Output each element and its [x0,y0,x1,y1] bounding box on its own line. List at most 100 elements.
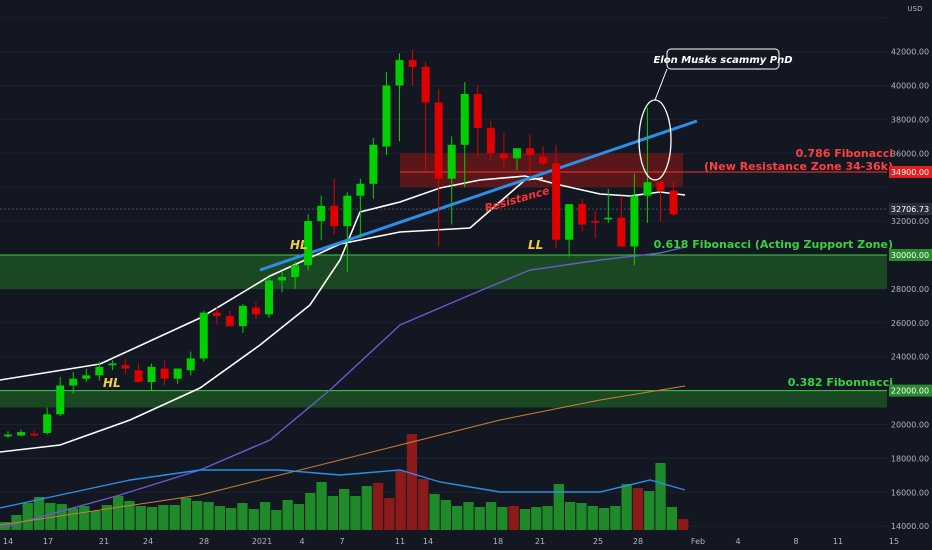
volume-bar [214,506,225,530]
volume-bar [259,502,271,530]
candle-body [43,414,52,433]
candle-body [460,93,469,145]
callout-box [666,48,780,70]
volume-bar [576,503,587,530]
volume-bar [666,507,677,530]
candle-body [656,182,665,191]
volume-bar [418,479,429,530]
candle-body [552,163,561,240]
candle-body [499,153,508,159]
volume-bar [67,508,79,530]
volume-bar [372,483,384,530]
volume-bar [429,494,440,530]
candle-body [643,182,652,196]
volume-bar [101,505,112,530]
hl-label-1: HL [103,376,121,390]
candle-body [291,265,300,278]
candle-body [225,316,234,327]
volume-bar [452,506,463,530]
volume-bar [587,506,598,530]
fib382-label: 0.382 Fibonnacci [788,376,893,389]
ma-purple-line [0,246,686,529]
price-label: 24000.00 [891,353,929,362]
currency-label: USD [908,5,923,13]
time-axis: 14 17 21 24 28 2021 4 7 11 14 18 21 25 28 Feb 4 8 11 15 [3,537,899,546]
candle-body [121,365,130,369]
volume-bar [553,484,564,530]
candle-body [382,85,391,147]
volume-bar [237,503,248,530]
volume-bar [632,488,644,530]
candle-body [304,221,313,266]
volume-bar [192,501,203,530]
candle-body [473,93,482,128]
ma-orange-line [0,385,686,526]
volume-bar [621,484,632,530]
candle-body [330,205,339,227]
price-label: 28000.00 [891,285,929,294]
time-label: 28 [633,537,643,546]
volume-bar [644,491,655,530]
volume-bar [305,493,316,530]
candle-body [369,144,378,184]
candle-body [604,217,613,220]
time-label: 8 [793,537,798,546]
time-label: 17 [43,537,53,546]
volume-bar [395,471,406,530]
price-label: 14000.00 [891,522,929,531]
candle-body [591,221,600,223]
candle-body [421,66,430,103]
candle-body [512,148,521,159]
volume-bar [497,507,508,530]
price-label: 36000.00 [891,149,929,158]
volume-bar [271,510,282,530]
candle-body [565,204,574,240]
volume-bar [384,498,395,530]
hl-label-2: HL [290,238,308,252]
callout-text: Elon Musks scammy PnD [653,55,792,66]
candle-body [212,312,221,317]
time-label: 18 [493,537,503,546]
candle-body [160,368,169,379]
candle-body [356,183,365,196]
candle-body [108,363,117,366]
price-label: 34900.00 [891,168,929,177]
price-label: 22000.00 [891,387,929,396]
candles [4,49,678,439]
overlay-annotations: HL HL LL Resistance 0.786 Fibonacci (New… [103,48,893,390]
volume-bar [406,434,418,530]
time-label: 21 [99,537,109,546]
candle-body [173,368,182,379]
candle-body [395,60,404,86]
time-label: 11 [395,537,405,546]
volume-bar [542,506,553,530]
candle-body [578,204,587,225]
candle-body [69,378,78,386]
volume-bars [0,434,689,530]
candle-body [486,127,495,154]
ema-white-line [0,175,686,453]
price-label: 30000.00 [891,251,929,260]
price-label: 26000.00 [891,319,929,328]
volume-bar [226,508,237,530]
volume-bar [316,482,327,530]
volume-bar [508,506,519,530]
candle-body [669,190,678,215]
candle-body [434,102,443,179]
highlight-ellipse [638,99,672,181]
volume-bar [113,496,124,530]
candle-body [617,217,626,247]
candle-body [95,366,104,376]
volume-bar [361,486,372,530]
volume-bar [485,502,497,530]
volume-bar [598,508,610,530]
candle-body [199,312,208,359]
price-axis: USD 42000.00 40000.00 38000.00 36000.00 3490… [889,5,932,531]
price-tag-last [889,203,932,216]
volume-bar [248,509,259,530]
volume-bar [169,505,180,530]
volume-bar [655,463,666,530]
price-label: 18000.00 [891,454,929,463]
volume-bar [135,506,146,530]
